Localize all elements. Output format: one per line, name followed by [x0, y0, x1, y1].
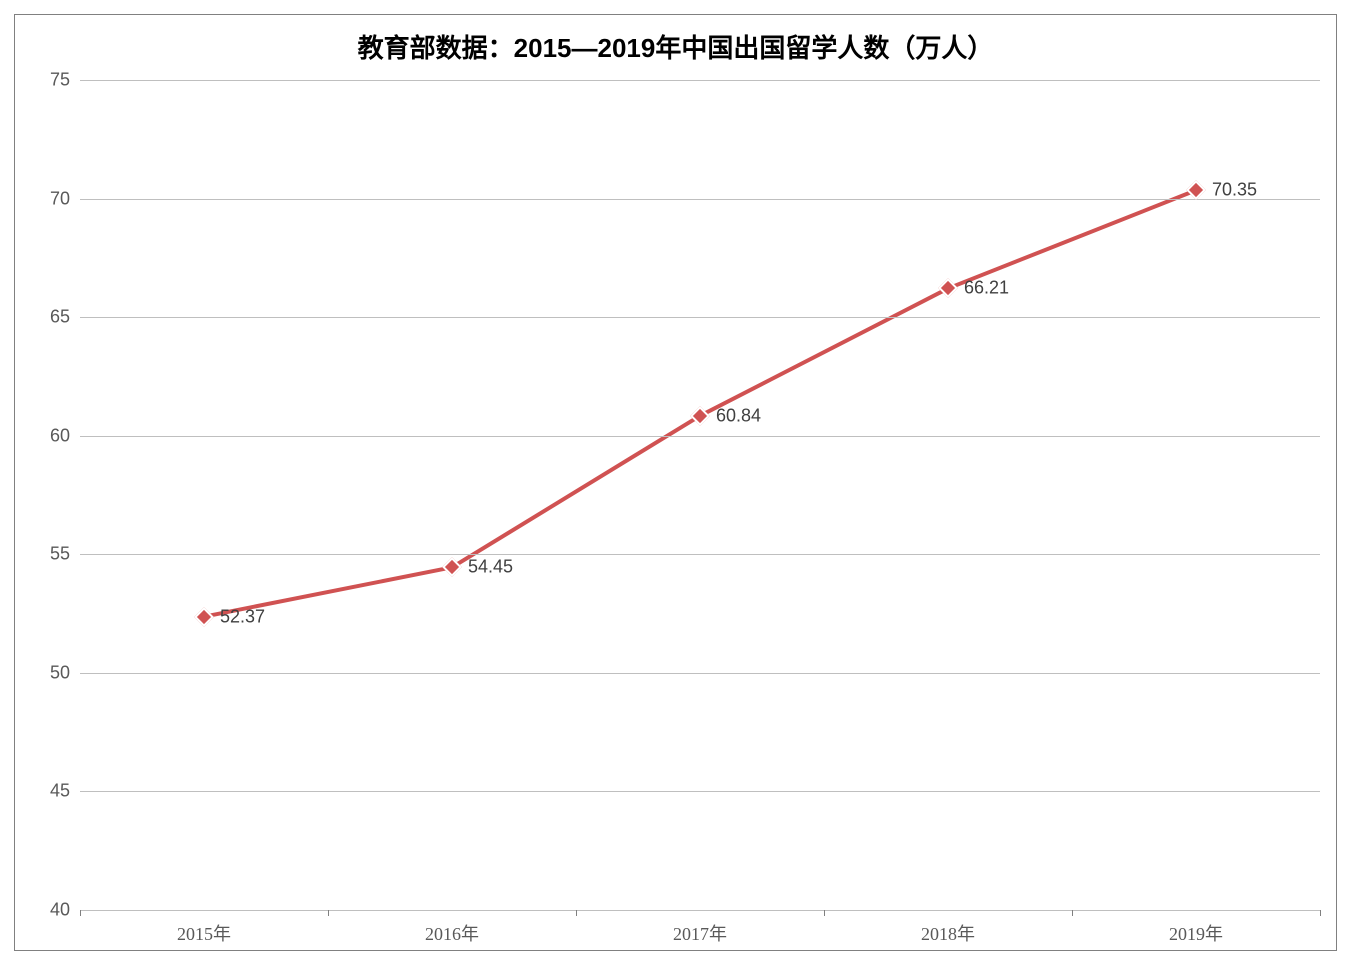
- x-tick-mark: [1072, 910, 1073, 916]
- y-tick-label: 50: [50, 662, 70, 683]
- gridline: [80, 791, 1320, 792]
- x-tick-label: 2018年: [921, 920, 975, 946]
- chart-container: 教育部数据：2015—2019年中国出国留学人数（万人） 40455055606…: [0, 0, 1351, 965]
- y-tick-label: 70: [50, 188, 70, 209]
- gridline: [80, 554, 1320, 555]
- gridline: [80, 199, 1320, 200]
- x-tick-label: 2015年: [177, 920, 231, 946]
- x-tick-mark: [1320, 910, 1321, 916]
- y-tick-label: 75: [50, 70, 70, 91]
- gridline: [80, 80, 1320, 81]
- x-tick-mark: [824, 910, 825, 916]
- data-label: 66.21: [964, 278, 1009, 299]
- y-tick-label: 45: [50, 781, 70, 802]
- gridline: [80, 436, 1320, 437]
- gridline: [80, 317, 1320, 318]
- chart-title: 教育部数据：2015—2019年中国出国留学人数（万人）: [0, 28, 1351, 65]
- y-tick-label: 40: [50, 900, 70, 921]
- x-tick-mark: [80, 910, 81, 916]
- gridline: [80, 673, 1320, 674]
- data-label: 60.84: [716, 405, 761, 426]
- y-tick-label: 65: [50, 307, 70, 328]
- y-tick-label: 60: [50, 425, 70, 446]
- x-tick-label: 2017年: [673, 920, 727, 946]
- y-tick-label: 55: [50, 544, 70, 565]
- data-label: 52.37: [220, 606, 265, 627]
- gridline: [80, 910, 1320, 911]
- data-label: 70.35: [1212, 180, 1257, 201]
- data-label: 54.45: [468, 557, 513, 578]
- plot-area: 40455055606570752015年2016年2017年2018年2019…: [80, 80, 1320, 910]
- x-tick-mark: [328, 910, 329, 916]
- x-tick-label: 2019年: [1169, 920, 1223, 946]
- line-series: [80, 80, 1320, 910]
- x-tick-label: 2016年: [425, 920, 479, 946]
- x-tick-mark: [576, 910, 577, 916]
